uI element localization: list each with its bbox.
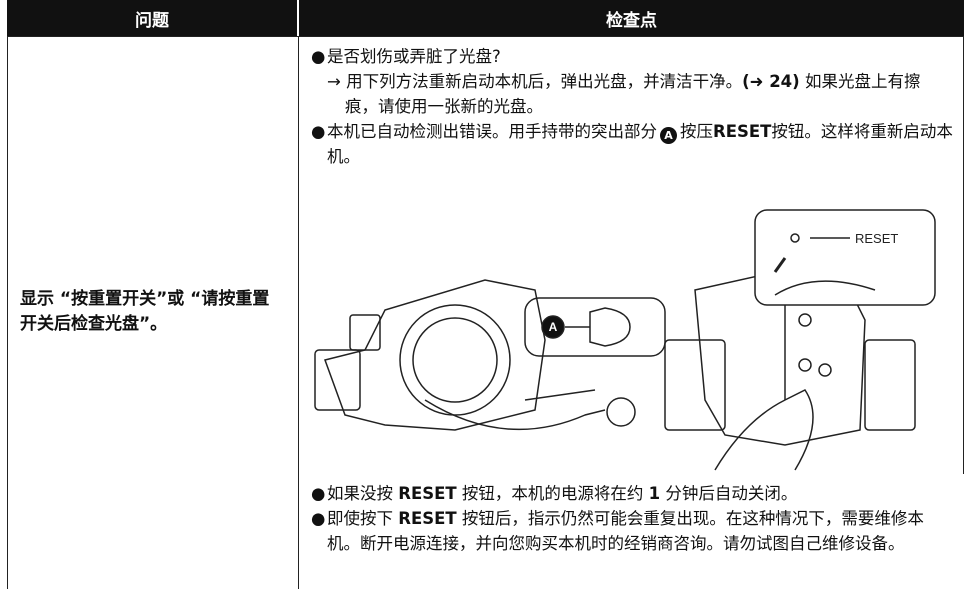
problem-text: 显示 “按重置开关”或 “请按重置开关后检查光盘”。 (20, 289, 270, 334)
text: 如果光盘上有擦痕，请使用一张新的光盘。 (345, 72, 921, 116)
column-header: 检查点 (299, 0, 964, 36)
text: 如果没按 (327, 484, 393, 503)
text: 按压 (680, 122, 713, 141)
text: RESET (713, 122, 772, 141)
text: 用下列方法重新启动本机后，弹出光盘，并清洁干净。 (346, 72, 743, 91)
text: 分钟后自动关闭。 (665, 484, 798, 503)
text: RESET (398, 484, 457, 503)
text: RESET (398, 509, 457, 528)
text: 1 (648, 484, 661, 503)
border (963, 36, 964, 474)
border (7, 36, 8, 589)
text: 按钮后，指示仍然可能会重复出现。在这种情况下，需要维修本机。断开电源连接，并向您… (327, 509, 924, 553)
text: 按钮，本机的电源将在约 (461, 484, 644, 503)
column-header: 问题 (7, 0, 297, 36)
illustration: A RESET (314, 209, 936, 471)
text: → (327, 72, 341, 91)
callout-icon: A (660, 127, 677, 144)
check-item: ● 如果没按 RESET 按钮，本机的电源将在约 1 分钟后自动关闭。 ● 即使按下… (311, 484, 924, 553)
border (298, 36, 299, 589)
text: 是否划伤或弄脏了光盘? (327, 47, 501, 66)
text: 按钮。这样将重新启动本机。 (327, 122, 953, 166)
check-item: ● 是否划伤或弄脏了光盘? → 用下列方法重新启动本机后，弹出光盘，并清洁干净。(… (311, 44, 953, 169)
text: (➜ 24) (742, 72, 800, 91)
text: 本机已自动检测出错误。用手持带的突出部分 (327, 122, 657, 141)
callout-label: A (549, 320, 558, 334)
button-label: RESET (855, 231, 898, 246)
border (7, 36, 964, 37)
text: 即使按下 (327, 509, 393, 528)
